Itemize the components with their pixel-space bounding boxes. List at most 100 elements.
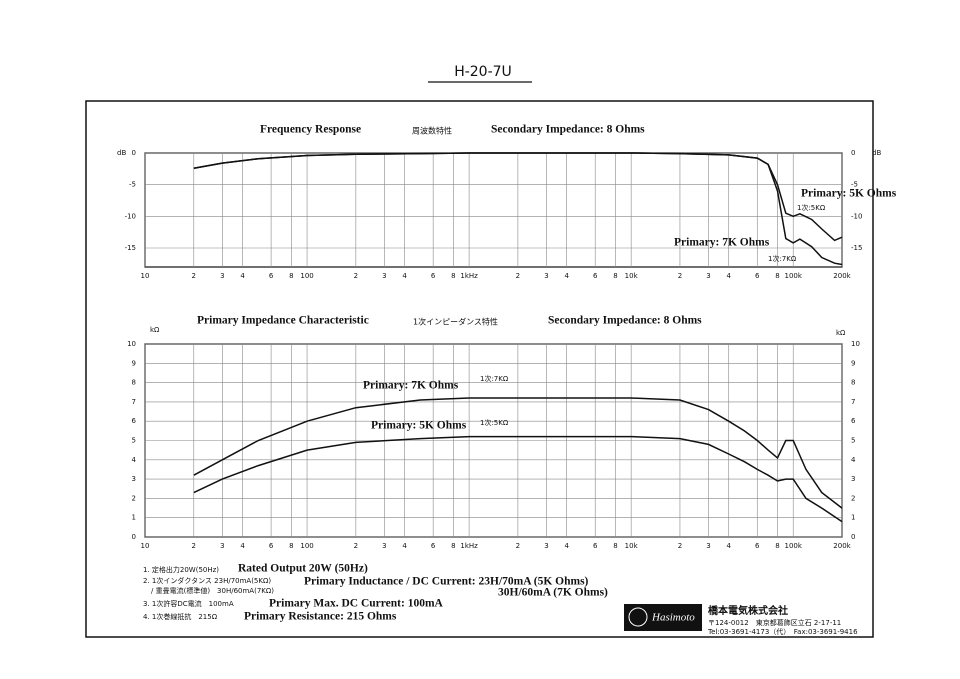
y-unit: kΩ	[836, 329, 846, 337]
note: 2. 1次インダクタンス 23H/70mA(5KΩ)	[143, 576, 271, 585]
x-tick-label: 3	[544, 272, 548, 280]
x-tick-label: 6	[269, 542, 274, 550]
x-tick-label: 1kHz	[460, 272, 478, 280]
note: / 重畳電流(標準値) 30H/60mA(7KΩ)	[151, 586, 274, 595]
frame	[85, 100, 874, 638]
note: 3. 1次許容DC電流 100mA	[143, 599, 234, 608]
y-tick-label: 2	[851, 494, 855, 502]
logo-mark	[628, 607, 648, 627]
y-tick-label: -15	[851, 244, 862, 252]
y-tick-label: 7	[851, 398, 855, 406]
note-en: Primary Resistance: 215 Ohms	[244, 611, 397, 623]
chart-title: Frequency Response	[260, 124, 361, 136]
x-tick-label: 100k	[785, 542, 803, 550]
series-line	[193, 435, 843, 523]
x-tick-label: 8	[613, 272, 617, 280]
x-tick-label: 2	[354, 542, 358, 550]
series-label: Primary: 7K Ohms	[674, 237, 770, 249]
y-tick-label: 0	[132, 149, 136, 157]
x-tick-label: 4	[402, 272, 407, 280]
y-unit: dB	[117, 149, 126, 157]
y-tick-label: 5	[851, 437, 855, 445]
x-tick-label: 10	[141, 272, 150, 280]
phone: Tel:03-3691-4173（代） Fax:03-3691-9416	[707, 627, 858, 636]
y-tick-label: 2	[132, 494, 136, 502]
x-tick-label: 4	[726, 272, 731, 280]
x-tick-label: 200k	[833, 542, 851, 550]
y-tick-label: 8	[851, 379, 855, 387]
chart-title-ja: 周波数特性	[412, 126, 452, 136]
x-tick-label: 3	[220, 542, 224, 550]
x-tick-label: 8	[451, 272, 455, 280]
y-tick-label: 0	[132, 533, 136, 541]
x-tick-label: 6	[755, 272, 760, 280]
series-label-ja: 1次:5KΩ	[797, 203, 826, 212]
y-tick-label: 6	[132, 417, 137, 425]
chart-title-ja: 1次インピーダンス特性	[413, 317, 498, 327]
chart-subtitle: Secondary Impedance: 8 Ohms	[491, 124, 645, 136]
note-en: Primary Max. DC Current: 100mA	[269, 598, 444, 610]
note: 1. 定格出力20W(50Hz)	[143, 565, 219, 574]
y-tick-label: 9	[851, 359, 855, 367]
y-tick-label: 4	[132, 456, 137, 464]
x-tick-label: 2	[192, 542, 196, 550]
x-tick-label: 6	[431, 542, 436, 550]
y-tick-label: 4	[851, 456, 856, 464]
page-title: H-20-7U	[454, 64, 512, 80]
y-tick-label: 0	[851, 533, 855, 541]
x-tick-label: 6	[593, 272, 598, 280]
x-tick-label: 100	[300, 542, 313, 550]
chart-title: Primary Impedance Characteristic	[197, 315, 369, 327]
x-tick-label: 8	[775, 542, 779, 550]
x-tick-label: 3	[706, 272, 710, 280]
x-tick-label: 200k	[833, 272, 851, 280]
x-tick-label: 3	[544, 542, 548, 550]
x-tick-label: 3	[382, 542, 386, 550]
x-tick-label: 8	[775, 272, 779, 280]
x-tick-label: 4	[564, 542, 569, 550]
y-tick-label: -10	[851, 212, 862, 220]
y-unit: kΩ	[150, 326, 160, 334]
x-tick-label: 2	[678, 542, 682, 550]
x-tick-label: 100	[300, 272, 313, 280]
note-en: Primary Inductance / DC Current: 23H/70m…	[304, 576, 589, 588]
x-tick-label: 8	[289, 542, 293, 550]
y-tick-label: -5	[129, 181, 136, 189]
y-tick-label: 0	[851, 149, 855, 157]
y-tick-label: -5	[851, 181, 858, 189]
x-tick-label: 4	[240, 272, 245, 280]
series-label-ja: 1次:7KΩ	[768, 254, 797, 263]
x-tick-label: 2	[354, 272, 358, 280]
y-tick-label: -15	[125, 244, 136, 252]
chart-subtitle: Secondary Impedance: 8 Ohms	[548, 315, 702, 327]
y-tick-label: 7	[132, 398, 136, 406]
x-tick-label: 4	[564, 272, 569, 280]
x-tick-label: 10k	[625, 542, 639, 550]
y-tick-label: 1	[132, 514, 136, 522]
address: 〒124-0012 東京都葛飾区立石 2-17-11	[708, 618, 841, 627]
x-tick-label: 6	[755, 542, 760, 550]
x-tick-label: 6	[269, 272, 274, 280]
x-tick-label: 3	[706, 542, 710, 550]
series-label: Primary: 7K Ohms	[363, 380, 459, 392]
x-tick-label: 4	[402, 542, 407, 550]
x-tick-label: 10	[141, 542, 150, 550]
series-label-ja: 1次:5KΩ	[480, 418, 509, 427]
x-tick-label: 8	[451, 542, 455, 550]
x-tick-label: 6	[593, 542, 598, 550]
x-tick-label: 1kHz	[460, 542, 478, 550]
note-en: 30H/60mA (7K Ohms)	[498, 587, 608, 599]
series-line	[193, 152, 843, 266]
x-tick-label: 3	[382, 272, 386, 280]
x-tick-label: 4	[240, 542, 245, 550]
y-tick-label: 1	[851, 514, 855, 522]
series-label-ja: 1次:7KΩ	[480, 374, 509, 383]
x-tick-label: 2	[516, 542, 520, 550]
y-tick-label: 3	[851, 475, 855, 483]
y-tick-label: 8	[132, 379, 136, 387]
x-tick-label: 2	[192, 272, 196, 280]
note: 4. 1次巻線抵抗 215Ω	[143, 612, 218, 621]
x-tick-label: 8	[613, 542, 617, 550]
y-tick-label: 5	[132, 437, 136, 445]
